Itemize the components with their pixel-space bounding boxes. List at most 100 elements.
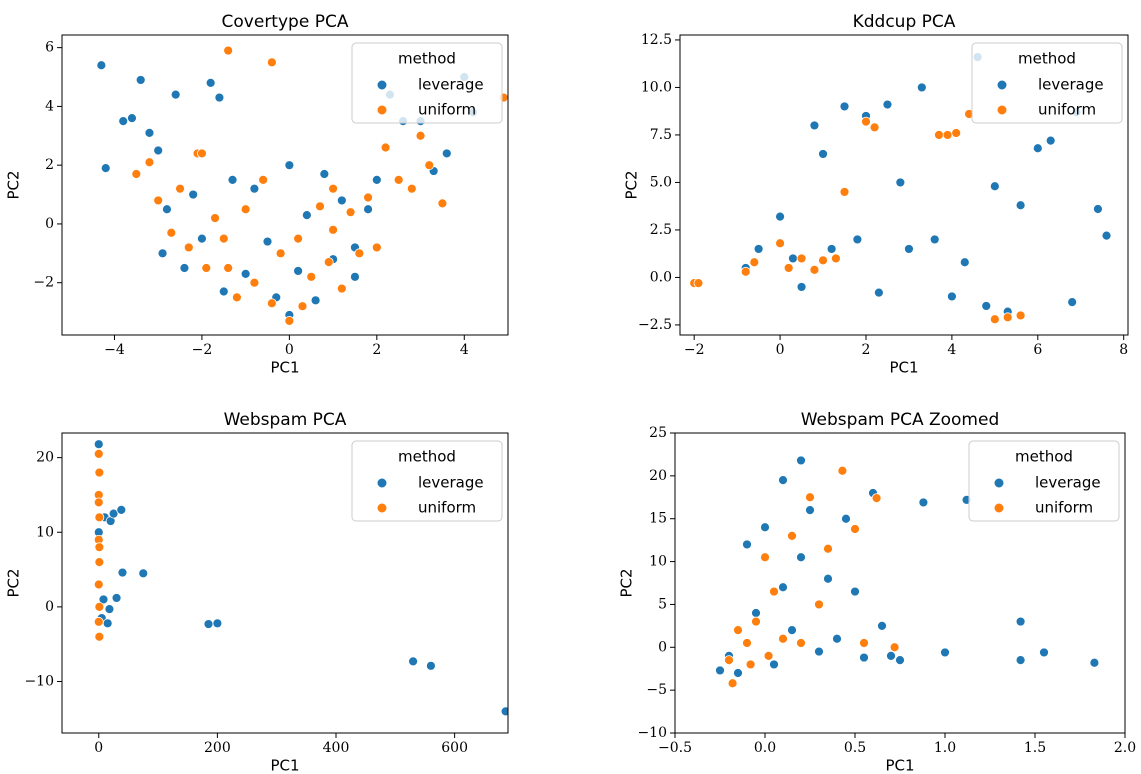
point bbox=[188, 189, 199, 200]
x-axis-label: PC1 bbox=[885, 757, 914, 774]
point bbox=[826, 244, 837, 254]
point bbox=[715, 665, 725, 676]
point bbox=[94, 557, 105, 568]
point bbox=[742, 638, 752, 648]
legend-label: uniform bbox=[1035, 499, 1093, 517]
x-axis-label: PC1 bbox=[270, 757, 299, 774]
y-axis-label: PC2 bbox=[618, 568, 636, 597]
point bbox=[363, 204, 373, 215]
point bbox=[805, 505, 815, 516]
point bbox=[796, 282, 807, 292]
point bbox=[753, 244, 764, 254]
legend: method leverage uniform bbox=[351, 42, 503, 124]
legend-marker bbox=[376, 104, 388, 116]
y-tick-label: 10 bbox=[36, 524, 54, 540]
point bbox=[751, 616, 761, 627]
point bbox=[1101, 230, 1112, 241]
point bbox=[727, 678, 738, 689]
point bbox=[223, 263, 234, 273]
point bbox=[783, 263, 794, 273]
point bbox=[1045, 135, 1056, 146]
point bbox=[693, 278, 704, 289]
point bbox=[832, 633, 842, 644]
point bbox=[850, 524, 860, 534]
point bbox=[1067, 297, 1078, 308]
point bbox=[138, 568, 149, 579]
legend-marker bbox=[996, 104, 1008, 116]
point bbox=[153, 195, 164, 206]
point bbox=[895, 655, 905, 666]
point bbox=[144, 157, 155, 168]
point bbox=[203, 619, 214, 629]
point bbox=[1015, 616, 1026, 627]
point bbox=[131, 169, 142, 179]
x-tick-label: −4 bbox=[104, 342, 125, 358]
point bbox=[769, 659, 779, 670]
point bbox=[266, 57, 277, 68]
point bbox=[98, 594, 109, 605]
point bbox=[895, 177, 906, 188]
point bbox=[946, 291, 957, 302]
point bbox=[778, 475, 788, 486]
y-axis-label: PC2 bbox=[5, 568, 23, 597]
point bbox=[306, 271, 317, 282]
point bbox=[787, 530, 797, 541]
point bbox=[197, 233, 207, 244]
point bbox=[796, 455, 806, 466]
point bbox=[380, 142, 391, 153]
legend-box bbox=[351, 440, 503, 522]
y-tick-label: 0 bbox=[45, 216, 54, 232]
point bbox=[775, 211, 785, 222]
point bbox=[959, 257, 970, 268]
legend-marker bbox=[376, 502, 388, 514]
y-tick-label: 15 bbox=[649, 511, 667, 527]
x-tick-label: 0.5 bbox=[844, 740, 866, 756]
point bbox=[108, 508, 119, 519]
point bbox=[859, 638, 869, 648]
point bbox=[212, 618, 223, 629]
point bbox=[258, 174, 269, 185]
point bbox=[733, 668, 743, 678]
legend: method leverage uniform bbox=[968, 440, 1120, 522]
point bbox=[796, 552, 806, 563]
y-tick-label: 12.5 bbox=[641, 32, 672, 48]
legend-title: method bbox=[398, 50, 456, 68]
subplot: −4 −2 0 2 4 −2 0 2 4 6 Covertype PCA PC1 PC2 method le… bbox=[5, 12, 509, 377]
point bbox=[882, 99, 893, 110]
y-tick-label: 20 bbox=[649, 468, 667, 484]
point bbox=[354, 248, 365, 259]
legend-box bbox=[351, 42, 503, 124]
point bbox=[1089, 657, 1100, 668]
point bbox=[751, 608, 761, 618]
y-axis-label: PC2 bbox=[5, 170, 23, 199]
point bbox=[249, 277, 260, 288]
point bbox=[859, 652, 869, 663]
point bbox=[918, 497, 929, 508]
point bbox=[100, 163, 111, 174]
point bbox=[775, 238, 785, 249]
y-tick-label: 5.0 bbox=[650, 174, 672, 190]
x-tick-label: 1.0 bbox=[934, 740, 956, 756]
point bbox=[310, 295, 321, 306]
legend-title: method bbox=[1015, 448, 1073, 466]
point bbox=[214, 92, 225, 103]
legend-marker bbox=[993, 502, 1005, 514]
x-tick-label: 0 bbox=[94, 740, 103, 756]
y-tick-label: 10 bbox=[649, 554, 667, 570]
point bbox=[175, 183, 185, 194]
point bbox=[166, 227, 177, 238]
point bbox=[749, 257, 760, 268]
point bbox=[760, 552, 770, 563]
legend-label: leverage bbox=[1035, 474, 1101, 492]
point bbox=[500, 706, 508, 717]
legend-label: uniform bbox=[418, 101, 476, 119]
point bbox=[1015, 655, 1026, 666]
point bbox=[733, 625, 743, 636]
point bbox=[127, 113, 137, 124]
point bbox=[93, 616, 104, 627]
legend-marker bbox=[376, 477, 388, 489]
y-tick-label: 2.5 bbox=[650, 222, 672, 238]
chart-title: Covertype PCA bbox=[222, 12, 349, 32]
point bbox=[266, 298, 277, 309]
point bbox=[871, 493, 882, 504]
